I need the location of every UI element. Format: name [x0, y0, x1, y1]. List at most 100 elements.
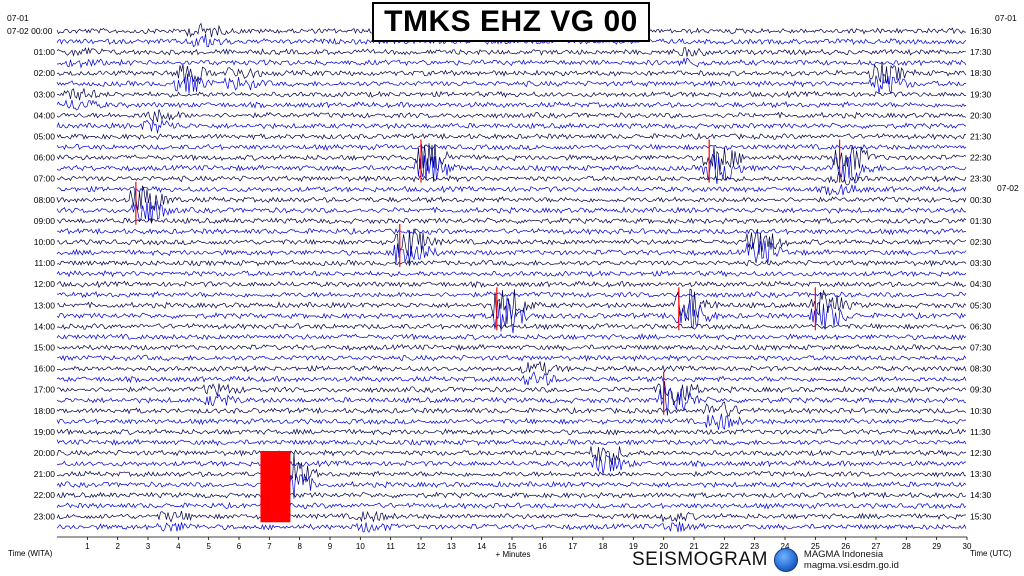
right-hour-label: 16:30 — [970, 26, 992, 36]
trace-line — [56, 228, 967, 257]
x-tick-label: 16 — [538, 542, 547, 551]
x-axis-label: + Minutes — [496, 550, 531, 559]
trace-line — [56, 259, 967, 267]
right-date-label: 07-01 — [995, 13, 1017, 23]
x-tick-label: 15 — [508, 542, 517, 551]
left-hour-label: 18:00 — [34, 406, 56, 416]
trace-line — [56, 343, 967, 352]
left-hour-label: 19:00 — [34, 427, 56, 437]
chart-title: TMKS EHZ VG 00 — [372, 2, 650, 42]
right-hour-label: 02:30 — [970, 237, 992, 247]
left-hour-label: 06:00 — [34, 153, 56, 163]
trace-line — [56, 386, 967, 416]
x-tick-label: 4 — [176, 542, 181, 551]
left-axis-label: Time (WITA) — [8, 549, 53, 558]
trace-line — [56, 143, 967, 151]
x-tick-label: 6 — [237, 542, 242, 551]
x-tick-label: 26 — [841, 542, 850, 551]
trace-line — [56, 109, 967, 123]
left-hour-label: 23:00 — [34, 511, 56, 521]
trace-line — [56, 360, 967, 376]
right-hour-label: 07:30 — [970, 343, 992, 353]
x-tick-label: 21 — [690, 542, 699, 551]
trace-line — [56, 333, 967, 341]
right-hour-label: 18:30 — [970, 68, 992, 78]
trace-line — [56, 297, 967, 334]
left-hour-label: 07:00 — [34, 174, 56, 184]
trace-line — [56, 240, 967, 264]
left-hour-label: 22:00 — [34, 490, 56, 500]
trace-line — [56, 184, 967, 196]
left-hour-label: 09:00 — [34, 216, 56, 226]
left-date-label: 07-02 00:00 — [7, 26, 53, 36]
x-tick-label: 25 — [811, 542, 820, 551]
trace-line — [56, 227, 967, 236]
trace-line — [56, 171, 967, 186]
right-hour-label: 01:30 — [970, 216, 992, 226]
x-tick-label: 11 — [387, 542, 396, 551]
x-tick-label: 3 — [146, 542, 151, 551]
trace-line — [57, 57, 967, 69]
right-hour-label: 19:30 — [970, 89, 992, 99]
trace-line — [56, 521, 967, 533]
left-hour-label: 13:00 — [34, 300, 56, 310]
x-tick-label: 9 — [328, 542, 333, 551]
x-tick-label: 28 — [902, 542, 911, 551]
trace-line — [56, 185, 967, 211]
left-hour-label: 08:00 — [34, 195, 56, 205]
left-hour-label: 04:00 — [34, 110, 56, 120]
x-tick-label: 10 — [356, 542, 365, 551]
magma-logo-icon — [773, 548, 798, 572]
x-tick-label: 1 — [85, 542, 90, 551]
trace-line — [56, 153, 967, 185]
right-date-label: 07-02 — [997, 183, 1019, 193]
left-hour-label: 17:00 — [34, 385, 56, 395]
x-axis: 1 2 3 4 5 6 7 8 9 10 11 12 13 14 15 16 17 18 19 20 21 22 23 24 2… — [57, 536, 972, 551]
x-tick-label: 23 — [750, 542, 759, 551]
trace-line — [56, 290, 967, 299]
left-date-label: 07-01 — [7, 13, 29, 23]
x-tick-label: 2 — [115, 542, 120, 551]
trace-line — [56, 118, 967, 134]
right-hour-label: 20:30 — [970, 110, 992, 120]
left-hour-label: 20:00 — [34, 448, 56, 458]
x-tick-label: 7 — [267, 542, 272, 551]
right-hour-label: 00:30 — [970, 195, 992, 205]
x-tick-label: 5 — [206, 542, 211, 551]
right-hour-label: 12:30 — [970, 448, 992, 458]
x-tick-label: 18 — [599, 542, 608, 551]
x-tick-label: 24 — [781, 542, 790, 551]
left-hour-label: 16:00 — [34, 364, 56, 374]
x-tick-label: 22 — [720, 542, 729, 551]
right-hour-label: 15:30 — [970, 511, 992, 521]
left-time-axis: 07-01 07-02 00:00 01:00 02:00 03:00 04:00 05:0… — [7, 13, 55, 521]
left-hour-label: 12:00 — [34, 279, 56, 289]
left-hour-label: 05:00 — [34, 132, 56, 142]
right-hour-label: 17:30 — [970, 47, 992, 57]
trace-line — [56, 453, 966, 475]
right-hour-label: 11:30 — [970, 427, 991, 437]
trace-line — [56, 466, 967, 499]
left-hour-label: 14:00 — [34, 321, 56, 331]
left-hour-label: 03:00 — [34, 89, 56, 99]
clipped-event-marker — [260, 451, 291, 523]
right-hour-label: 05:30 — [970, 300, 992, 310]
right-hour-label: 09:30 — [970, 385, 992, 395]
trace-line — [56, 200, 967, 224]
right-hour-label: 23:30 — [970, 174, 992, 184]
right-hour-label: 21:30 — [970, 132, 992, 142]
right-hour-label: 06:30 — [970, 321, 992, 331]
trace-line — [56, 453, 967, 494]
trace-line — [56, 438, 967, 447]
left-hour-label: 15:00 — [34, 343, 56, 353]
x-tick-label: 12 — [417, 542, 426, 551]
trace-line — [56, 73, 966, 95]
trace-line — [56, 491, 967, 499]
trace-line — [56, 381, 967, 406]
right-hour-label: 13:30 — [970, 469, 992, 479]
trace-line — [57, 88, 967, 101]
trace-line — [56, 428, 967, 436]
left-hour-label: 11:00 — [34, 258, 55, 268]
right-hour-label: 03:30 — [970, 258, 992, 268]
